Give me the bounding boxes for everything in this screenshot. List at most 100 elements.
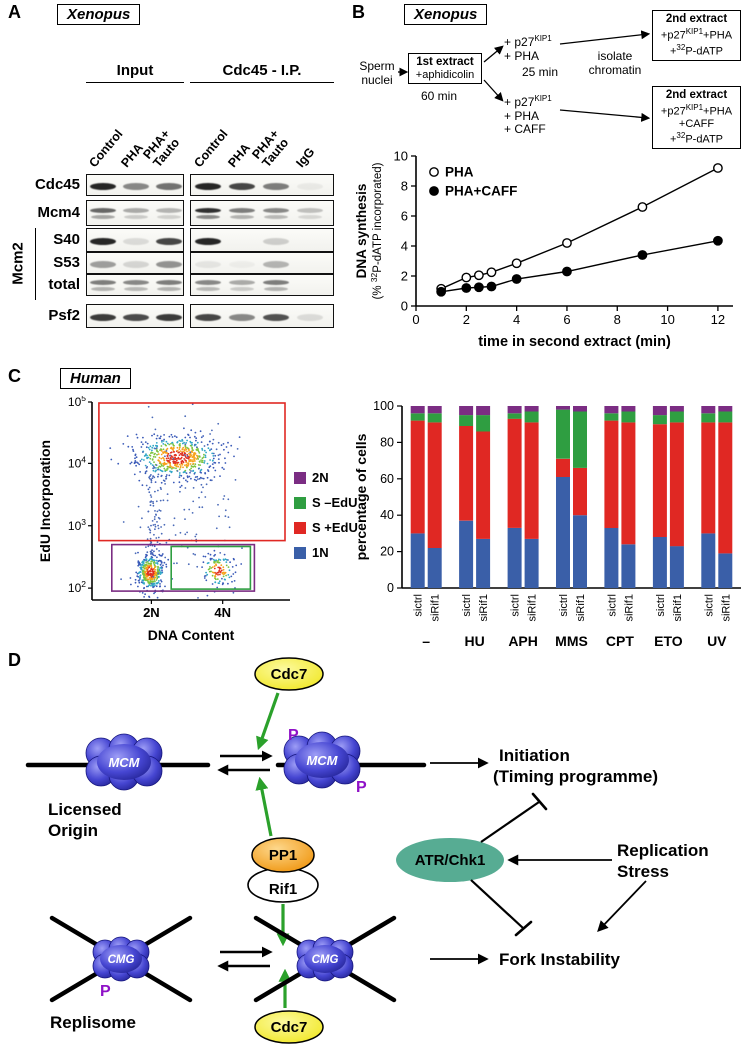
bar-segment-2N <box>621 406 636 412</box>
bar-segment-S –EdU <box>410 413 425 421</box>
bar-segment-S +EdU <box>604 420 619 528</box>
blot-strip <box>86 200 184 226</box>
bar-label: sictrl <box>703 594 715 617</box>
bar-segment-S +EdU <box>669 422 684 547</box>
bar-segment-1N <box>476 538 491 588</box>
bar-segment-2N <box>476 406 491 416</box>
bar-segment-S +EdU <box>556 458 570 477</box>
panel-a-label: A <box>8 2 21 22</box>
bar-segment-S +EdU <box>524 422 539 539</box>
bar-label: sictrl <box>606 594 618 617</box>
bar-label: sictrl <box>413 594 425 617</box>
bar-segment-1N <box>427 548 442 588</box>
bar-legend: 2N S –EdU S +EdU 1N <box>294 470 358 570</box>
bar-segment-S +EdU <box>410 420 425 534</box>
bar-label: siRif1 <box>575 594 587 622</box>
lane-label: PHA+ Tauto <box>140 126 183 170</box>
y-tick-label: 0 <box>401 299 408 314</box>
first-extract-box: 1st extract +aphidicolin <box>408 53 482 84</box>
pp1-label: PP1 <box>269 847 297 864</box>
bar-segment-S +EdU <box>652 424 667 537</box>
legend-item: S –EdU <box>294 495 358 510</box>
bar-segment-S +EdU <box>621 422 636 545</box>
bar-segment-2N <box>604 406 619 414</box>
legend-label: PHA+CAFF <box>445 184 517 199</box>
blot-row-label: total <box>48 276 80 293</box>
kip1-superscript: KIP1 <box>534 34 552 43</box>
phospho-label-mcm-bottom: P <box>356 779 367 796</box>
bar-label: siRif1 <box>527 594 539 622</box>
blot-strip <box>86 174 184 196</box>
atr-inhibits-initiation-line <box>480 801 540 843</box>
mcm-right-label: MCM <box>306 753 338 768</box>
y-axis-label-2: (% 32P-dATP incorporated) <box>369 162 384 299</box>
blot-row-label: Psf2 <box>48 307 80 324</box>
y-tick-label: 80 <box>380 435 394 449</box>
group-label: ETO <box>654 633 683 649</box>
bar-segment-1N <box>410 533 425 588</box>
y-axis-label: percentage of cells <box>353 433 369 560</box>
gate-S-plus-EdU <box>98 402 286 542</box>
series-markers-PHA+CAFF <box>436 235 723 297</box>
bar-segment-S –EdU <box>573 411 587 468</box>
bar-segment-1N <box>524 538 539 588</box>
lane-label: PHA+ Tauto <box>249 126 292 170</box>
y-tick-label: 10 <box>394 150 408 164</box>
bar-segment-2N <box>507 406 522 414</box>
panel-b-label: B <box>352 2 365 22</box>
bar-segment-S +EdU <box>476 431 491 539</box>
bar-segment-S +EdU <box>427 422 442 548</box>
input-header: Input <box>86 62 184 83</box>
arrow-to-bottom-box <box>559 109 651 122</box>
series-line-PHA+CAFF <box>441 240 719 293</box>
bar-segment-S –EdU <box>427 413 442 423</box>
x-tick-label: 12 <box>711 312 725 327</box>
legend-label: S +EdU <box>312 520 358 535</box>
blot-row-label: Mcm4 <box>37 204 80 221</box>
legend-swatch <box>294 496 306 509</box>
lane-label: Control <box>191 126 231 170</box>
bar-segment-S +EdU <box>718 422 733 554</box>
blot-strip <box>86 252 184 274</box>
blot-row-label: S53 <box>53 254 80 271</box>
rif1-label: Rif1 <box>269 881 297 898</box>
y-tick-label: 100 <box>373 399 394 413</box>
flow-cytometry-plot: 102 103 104 105 2N 4N DNA Content EdU Incorpora… <box>37 396 290 643</box>
lane-label: IgG <box>293 145 318 170</box>
x-tick-label: 0 <box>412 312 419 327</box>
y-tick-label: 2 <box>401 269 408 284</box>
bar-segment-1N <box>573 515 587 588</box>
cdc7-bottom-label: Cdc7 <box>271 1019 308 1036</box>
legend-label: 1N <box>312 545 329 560</box>
y-tick-label: 40 <box>380 508 394 522</box>
atr-inhibits-initiation-bar <box>531 792 548 811</box>
x-tick-label: 4 <box>513 312 520 327</box>
y-tick-label: 104 <box>68 454 86 470</box>
legend-item: S +EdU <box>294 520 358 535</box>
gate-EdU-negative <box>111 543 256 592</box>
sperm-line1: Sperm <box>359 59 395 73</box>
bar-segment-S –EdU <box>476 415 491 432</box>
cdc7-top-label: Cdc7 <box>271 666 308 683</box>
time-60min: 60 min <box>421 89 458 103</box>
legend-label: 2N <box>312 470 329 485</box>
x-tick-label: 2N <box>143 605 160 620</box>
bar-segment-S +EdU <box>573 467 587 516</box>
stress-to-fork-arrow <box>597 880 647 932</box>
y-tick-label: 20 <box>380 545 394 559</box>
bar-segment-S –EdU <box>621 411 636 423</box>
bar-label: siRif1 <box>478 594 490 622</box>
y-tick-label: 8 <box>401 179 408 194</box>
bar-segment-S –EdU <box>459 415 474 426</box>
blot-strip <box>86 228 184 252</box>
blot-strip <box>86 274 184 296</box>
x-axis-label: time in second extract (min) <box>478 334 671 350</box>
bar-segment-S –EdU <box>718 411 733 423</box>
legend-label: PHA <box>445 165 474 180</box>
bar-segment-2N <box>718 406 733 412</box>
bar-label: sictrl <box>558 594 570 617</box>
group-label: UV <box>707 633 727 649</box>
bar-label: siRif1 <box>430 594 442 622</box>
initiation-label-2: (Timing programme) <box>493 767 658 786</box>
bar-segment-1N <box>669 546 684 588</box>
